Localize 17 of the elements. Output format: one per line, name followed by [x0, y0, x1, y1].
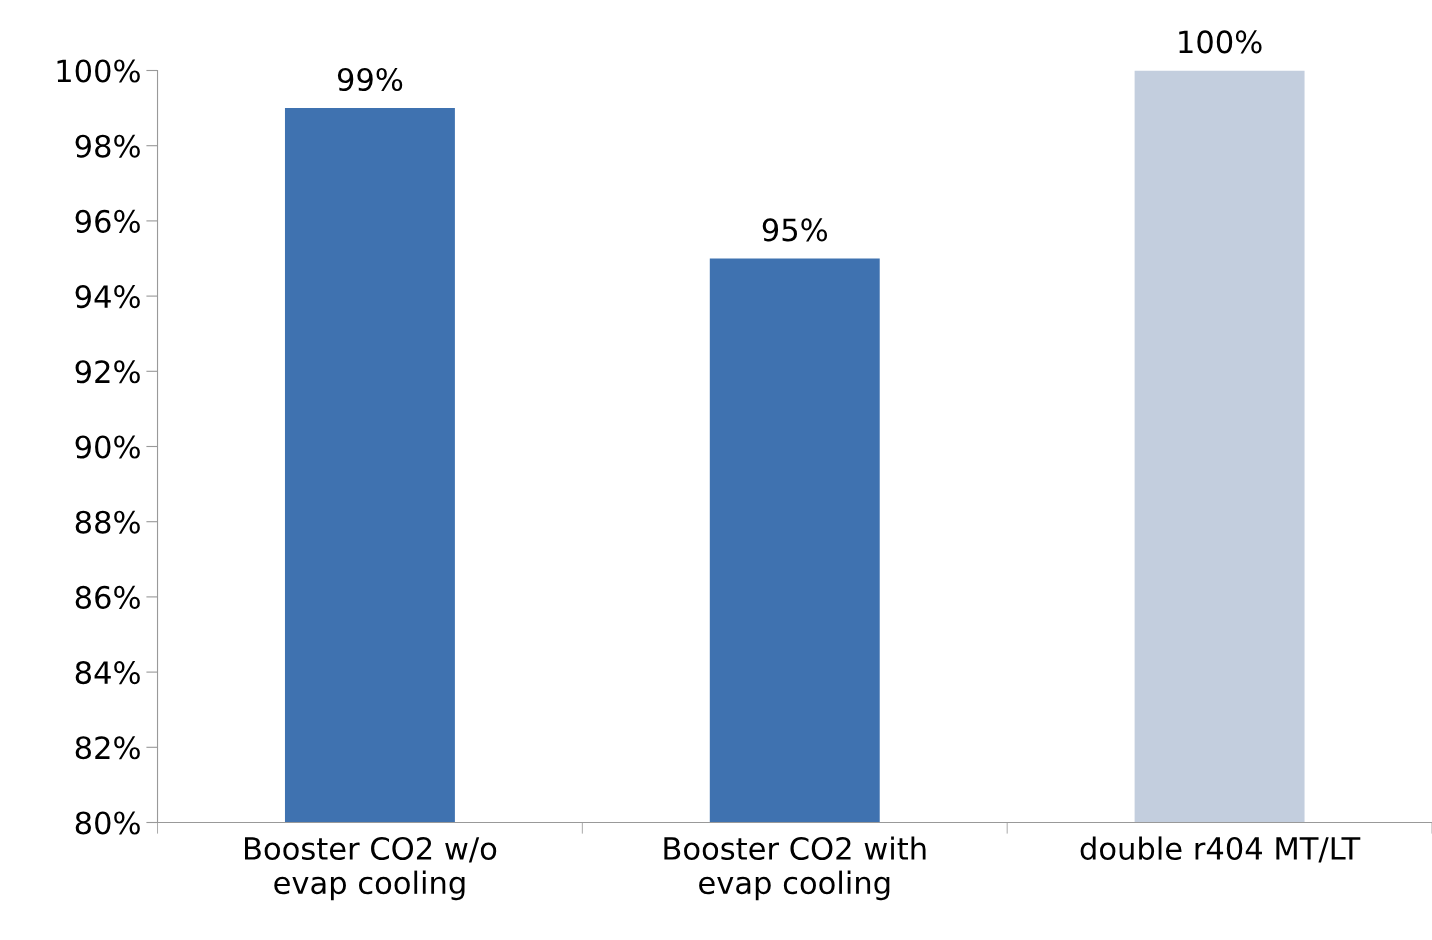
y-tick-label: 82% [75, 736, 140, 760]
x-tick-label: Booster CO2 w/o evap cooling [245, 836, 497, 901]
data-label: 95% [762, 218, 828, 242]
y-tick-label: 84% [75, 661, 140, 685]
y-tick-label: 92% [75, 360, 140, 384]
x-tick-label: Booster CO2 with evap cooling [664, 836, 926, 901]
y-tick-label: 100% [57, 59, 140, 83]
y-tick-label: 86% [75, 585, 140, 609]
y-tick-label: 90% [75, 435, 140, 459]
y-tick-label: 96% [75, 209, 140, 233]
x-tick-label: double r404 MT/LT [1080, 836, 1361, 863]
y-tick-label: 98% [75, 134, 140, 158]
y-tick-label: 80% [75, 811, 140, 835]
y-tick-label: 94% [75, 285, 140, 309]
y-tick-label: 88% [75, 510, 140, 534]
data-label: 99% [337, 67, 403, 92]
data-label: 100% [1179, 30, 1262, 54]
